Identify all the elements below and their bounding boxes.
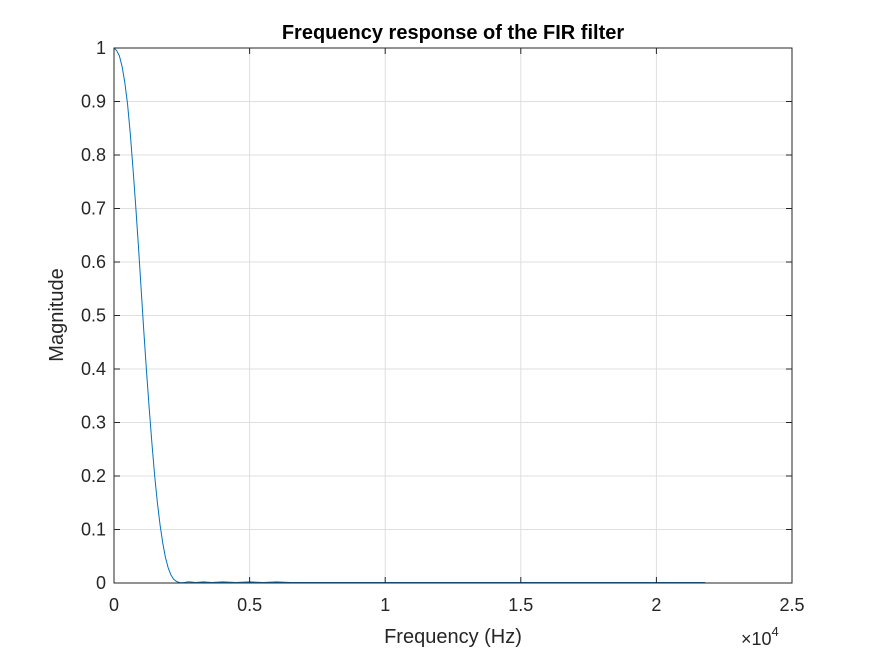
x-multiplier-base: ×10	[741, 629, 772, 649]
x-tick-label: 0.5	[237, 595, 262, 615]
x-tick-label: 1	[380, 595, 390, 615]
y-tick-label: 0.9	[81, 92, 106, 112]
y-tick-label: 0.8	[81, 145, 106, 165]
x-tick-label: 2	[651, 595, 661, 615]
y-tick-label: 0.6	[81, 252, 106, 272]
grid-lines	[113, 47, 793, 584]
x-axis-multiplier: ×104	[741, 624, 779, 649]
tick-marks	[113, 47, 793, 584]
y-tick-label: 0.1	[81, 520, 106, 540]
y-tick-label: 1	[96, 38, 106, 58]
y-tick-label: 0.2	[81, 466, 106, 486]
x-tick-label: 0	[109, 595, 119, 615]
y-tick-label: 0.7	[81, 199, 106, 219]
x-tick-label: 2.5	[779, 595, 804, 615]
y-tick-label: 0.5	[81, 306, 106, 326]
series-layer	[113, 47, 706, 584]
series-line-0	[113, 47, 706, 584]
x-tick-label: 1.5	[508, 595, 533, 615]
y-tick-label: 0.3	[81, 413, 106, 433]
y-tick-label: 0	[96, 573, 106, 593]
x-multiplier-exponent: 4	[772, 624, 779, 639]
x-axis-label: Frequency (Hz)	[384, 626, 522, 648]
tick-labels: 0 0.5 1 1.5 2 2.5 0 0.1 0.2 0.3 0.4 0.5 0.6 0.7 0.8 0.9…	[81, 38, 805, 615]
chart-title: Frequency response of the FIR filter	[282, 22, 625, 44]
y-axis-label: Magnitude	[46, 268, 68, 361]
y-tick-label: 0.4	[81, 359, 106, 379]
